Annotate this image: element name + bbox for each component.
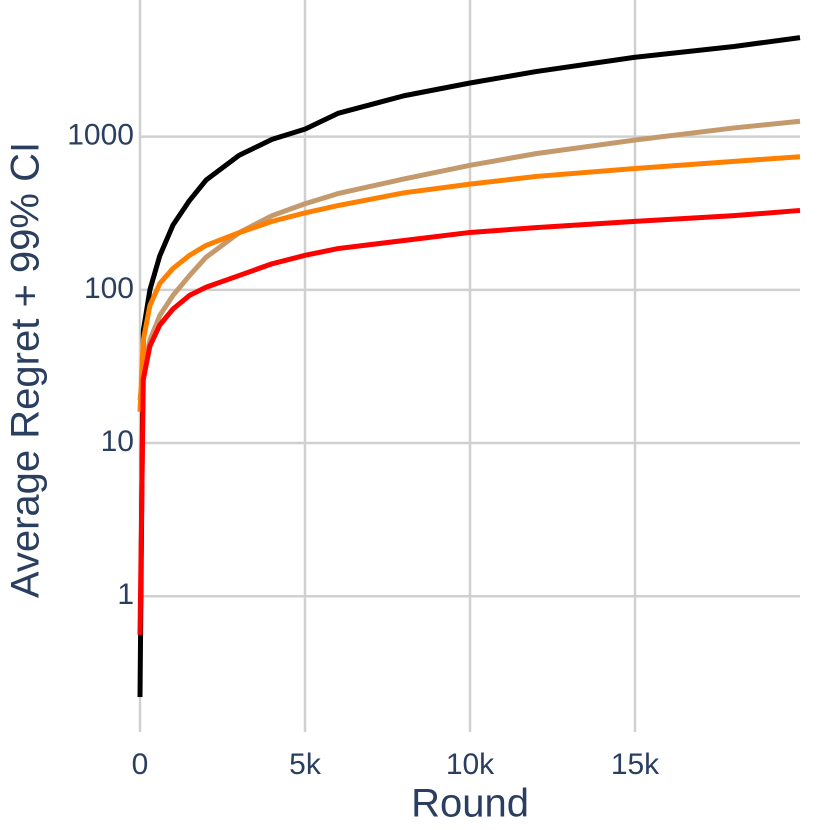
line-series [137,154,801,412]
y-tick-label: 10 [101,425,134,458]
x-axis-title: Round [411,782,529,826]
line-series [137,35,801,698]
x-tick-label: 5k [289,748,322,781]
y-axis-title: Average Regret + 99% CI [4,142,48,598]
y-tick-label: 1000 [67,119,134,152]
line-series [137,118,801,401]
line-series [137,207,801,635]
x-tick-label: 0 [132,748,149,781]
y-tick-label: 1 [117,578,134,611]
x-tick-label: 15k [611,748,660,781]
y-tick-label: 100 [84,272,134,305]
x-tick-label: 10k [446,748,495,781]
